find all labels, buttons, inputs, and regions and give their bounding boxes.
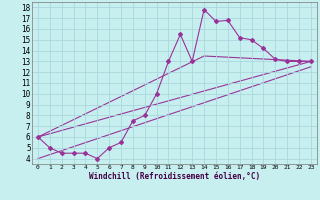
X-axis label: Windchill (Refroidissement éolien,°C): Windchill (Refroidissement éolien,°C) <box>89 172 260 181</box>
